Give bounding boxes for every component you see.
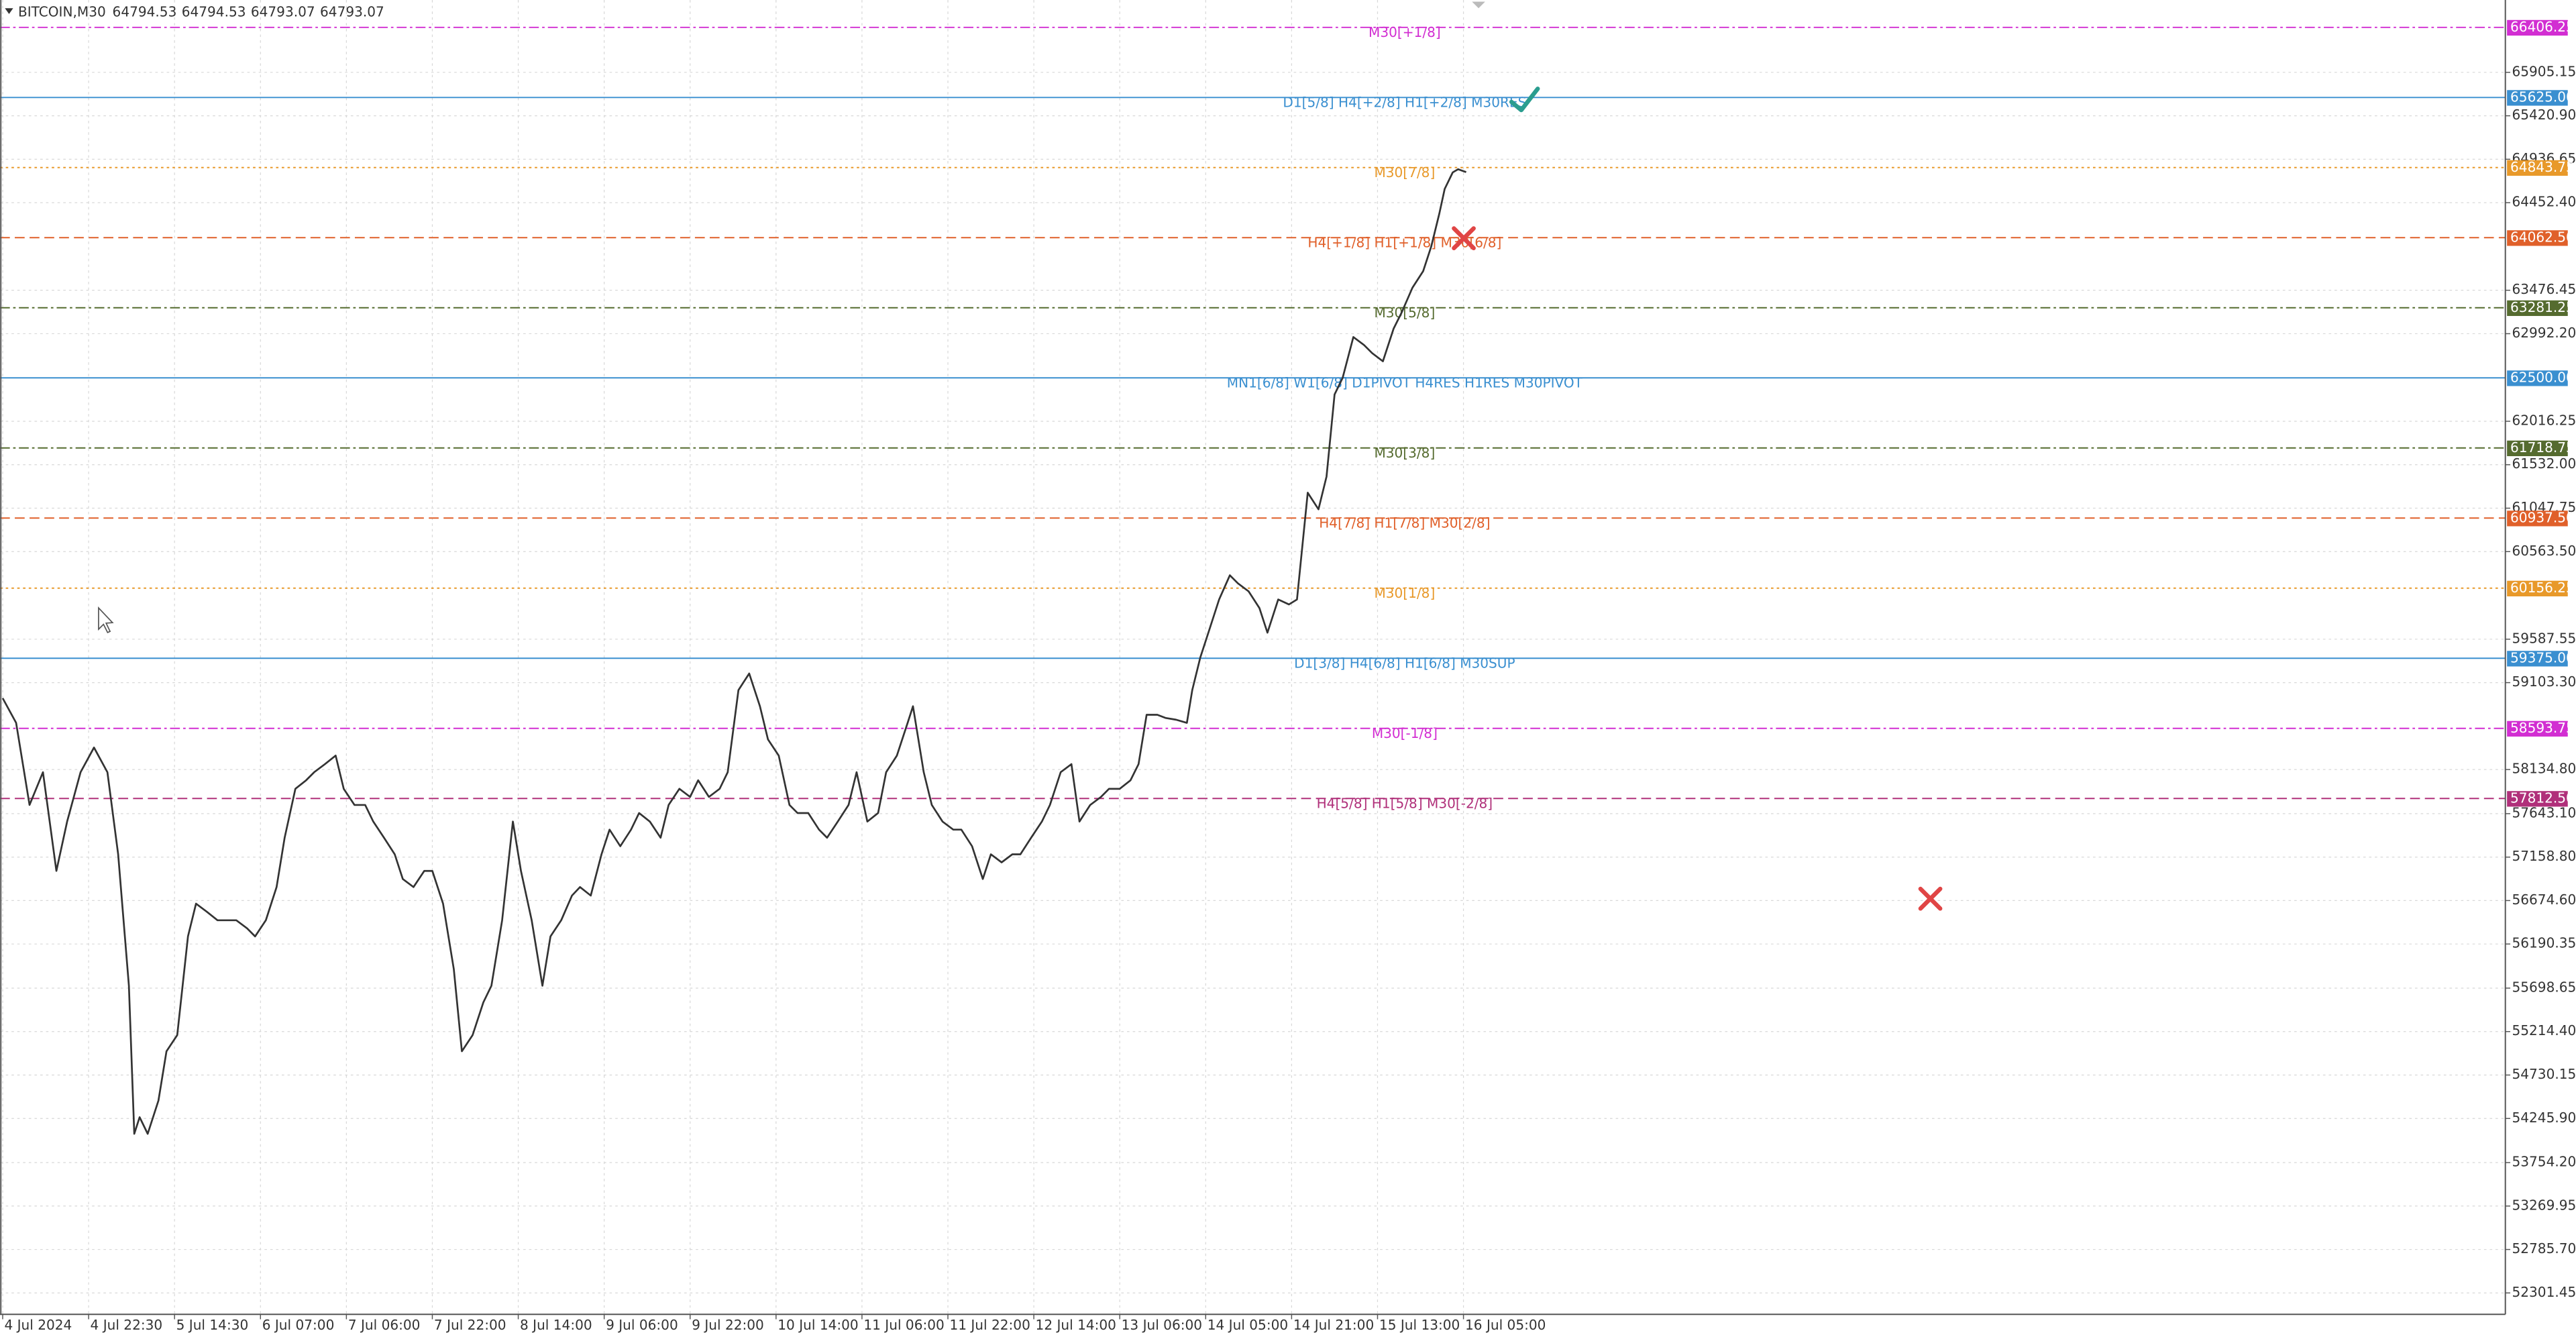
level-text: M30[1/8] (1374, 585, 1435, 601)
y-tick-label: 63476.45 (2512, 281, 2576, 297)
x-tick-label: 4 Jul 22:30 (91, 1317, 163, 1333)
high: 64794.53 (182, 3, 246, 19)
level-price-label: 60937.50 (2510, 509, 2575, 525)
header-text: BITCOIN,M30 64794.53 64794.53 64793.07 64793… (18, 3, 384, 19)
y-tick-label: 56674.60 (2512, 892, 2576, 908)
y-tick-label: 57643.10 (2512, 804, 2576, 820)
collapse-arrow[interactable] (5, 8, 13, 14)
level-price-box (2507, 651, 2568, 667)
level-text: M30[-1/8] (1372, 725, 1438, 741)
x-tick-label: 14 Jul 05:00 (1208, 1317, 1288, 1333)
x-tick-label: 16 Jul 05:00 (1465, 1317, 1546, 1333)
y-tick-label: 59103.30 (2512, 674, 2576, 690)
level-price-label: 60156.25 (2510, 580, 2575, 596)
y-tick-label: 52301.45 (2512, 1284, 2576, 1300)
check-icon (1509, 87, 1540, 113)
level-text: M30[+1/8] (1368, 24, 1441, 40)
level-text: M30[7/8] (1374, 164, 1435, 180)
symbol: BITCOIN,M30 (18, 3, 106, 19)
level-price-label: 66406.25 (2510, 19, 2575, 35)
level-price-box (2507, 19, 2568, 36)
level-price-box (2507, 791, 2568, 807)
mouse-cursor (98, 606, 114, 634)
y-tick-label: 54730.15 (2512, 1066, 2576, 1082)
y-tick-label: 55698.65 (2512, 979, 2576, 995)
level-price-box (2507, 230, 2568, 246)
close: 64793.07 (320, 3, 384, 19)
level-price-box (2507, 90, 2568, 106)
level-text: D1[3/8] H4[6/8] H1[6/8] M30SUP (1294, 655, 1515, 671)
level-price-box (2507, 720, 2568, 737)
header: BITCOIN,M30 64794.53 64794.53 64793.07 64793… (5, 3, 384, 19)
x-tick-label: 14 Jul 21:00 (1293, 1317, 1374, 1333)
y-tick-label: 57158.80 (2512, 848, 2576, 864)
y-tick-label: 64452.40 (2512, 194, 2576, 210)
x-tick-label: 11 Jul 06:00 (863, 1317, 944, 1333)
levels: M30[+1/8] D1[5/8] H4[+2/8] H1[+2/8] M30RE… (0, 24, 2506, 811)
grid (0, 0, 2506, 1315)
y-tick-label: 53754.20 (2512, 1154, 2576, 1170)
level-price-label: 58593.75 (2510, 720, 2575, 736)
level-price-box (2507, 440, 2568, 457)
y-tick-label: 54245.90 (2512, 1110, 2576, 1126)
x-tick-label: 6 Jul 07:00 (262, 1317, 335, 1333)
x-tick-label: 4 Jul 2024 (4, 1317, 72, 1333)
y-tick-label: 60563.50 (2512, 543, 2576, 559)
level-price-label: 65625.00 (2510, 89, 2575, 105)
level-text: M30[3/8] (1374, 445, 1435, 461)
level-price-label: 63281.25 (2510, 299, 2575, 315)
level-text: H4[5/8] H1[5/8] M30[-2/8] (1317, 795, 1493, 811)
level-price-label: 59375.00 (2510, 649, 2575, 665)
y-tick-label: 65905.15 (2512, 63, 2576, 79)
cross-icon (1918, 886, 1943, 911)
level-text: H4[7/8] H1[7/8] M30[2/8] (1319, 515, 1490, 531)
axes: 65905.1565420.9064936.6564452.4063476.45… (2, 19, 2576, 1333)
level-text: MN1[6/8] W1[6/8] D1PIVOT H4RES H1RES M30… (1227, 374, 1583, 390)
level-price-label: 57812.50 (2510, 790, 2575, 806)
y-tick-label: 61532.00 (2512, 456, 2576, 472)
y-tick-label: 53269.95 (2512, 1197, 2576, 1213)
x-tick-label: 13 Jul 06:00 (1122, 1317, 1202, 1333)
price-line (1, 168, 1467, 1135)
x-tick-label: 7 Jul 22:00 (434, 1317, 506, 1333)
y-tick-label: 65420.90 (2512, 107, 2576, 123)
x-tick-label: 8 Jul 14:00 (520, 1317, 592, 1333)
y-tick-label: 62992.20 (2512, 325, 2576, 341)
y-tick-label: 58134.80 (2512, 761, 2576, 777)
cross-icon (1452, 226, 1476, 251)
x-tick-label: 5 Jul 14:30 (176, 1317, 249, 1333)
level-price-box (2507, 160, 2568, 176)
x-tick-label: 12 Jul 14:00 (1036, 1317, 1116, 1333)
y-tick-label: 59587.55 (2512, 630, 2576, 646)
open: 64794.53 (113, 3, 177, 19)
level-price-box (2507, 300, 2568, 317)
level-price-box (2507, 370, 2568, 386)
x-tick-label: 11 Jul 22:00 (949, 1317, 1030, 1333)
series (1, 168, 1467, 1135)
x-tick-label: 15 Jul 13:00 (1379, 1317, 1460, 1333)
x-tick-label: 7 Jul 06:00 (348, 1317, 421, 1333)
low: 64793.07 (251, 3, 315, 19)
level-price-label: 61718.75 (2510, 439, 2575, 456)
level-price-label: 62500.00 (2510, 370, 2575, 386)
y-tick-label: 56190.35 (2512, 935, 2576, 951)
x-tick-label: 10 Jul 14:00 (777, 1317, 858, 1333)
y-tick-label: 52785.70 (2512, 1240, 2576, 1256)
level-price-label: 64062.50 (2510, 229, 2575, 246)
x-tick-label: 9 Jul 06:00 (606, 1317, 678, 1333)
y-tick-label: 62016.25 (2512, 412, 2576, 428)
y-tick-label: 55214.40 (2512, 1022, 2576, 1038)
level-price-box (2507, 511, 2568, 527)
x-tick-label: 9 Jul 22:00 (692, 1317, 764, 1333)
level-price-label: 64843.75 (2510, 159, 2575, 175)
level-text: D1[5/8] H4[+2/8] H1[+2/8] M30RES (1283, 94, 1526, 110)
level-price-box (2507, 580, 2568, 596)
scroll-marker (1472, 1, 1485, 9)
